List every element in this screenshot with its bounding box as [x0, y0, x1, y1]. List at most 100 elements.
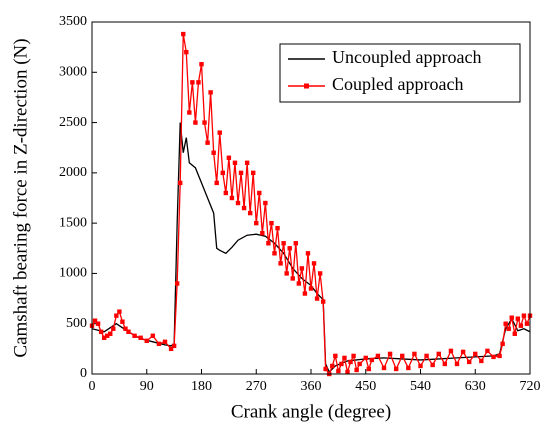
y-tick-label: 3000 [59, 65, 87, 80]
marker [430, 362, 435, 368]
marker [308, 286, 314, 291]
marker [296, 281, 302, 286]
marker [436, 351, 441, 357]
marker [354, 367, 359, 373]
marker [254, 220, 259, 226]
marker [320, 299, 326, 304]
marker [263, 200, 268, 206]
marker [184, 49, 189, 55]
marker [199, 62, 204, 67]
marker [105, 333, 110, 338]
marker [521, 313, 527, 318]
marker [485, 348, 490, 354]
x-tick-label: 720 [520, 379, 541, 394]
x-tick-label: 450 [355, 379, 376, 394]
marker [473, 351, 478, 357]
marker [412, 351, 417, 357]
marker [345, 369, 350, 375]
marker [311, 261, 317, 266]
marker [92, 318, 98, 323]
marker [460, 349, 466, 355]
marker [174, 281, 180, 286]
marker [98, 329, 104, 334]
marker [479, 358, 484, 364]
x-tick-label: 270 [246, 379, 267, 394]
marker [515, 316, 521, 321]
marker [226, 155, 232, 160]
marker [357, 361, 362, 367]
marker [281, 241, 286, 246]
marker [269, 220, 274, 226]
marker [162, 339, 168, 345]
marker [375, 353, 381, 359]
x-tick-label: 360 [301, 379, 322, 394]
marker [466, 359, 472, 365]
marker [123, 326, 128, 331]
marker [95, 321, 101, 326]
marker [214, 180, 219, 186]
marker [393, 366, 399, 372]
marker [351, 353, 356, 359]
marker [232, 160, 238, 165]
marker [509, 315, 514, 320]
marker [299, 266, 305, 271]
marker [150, 333, 156, 338]
marker [284, 271, 289, 276]
marker [302, 291, 308, 296]
x-tick-label: 540 [410, 379, 431, 394]
marker [260, 231, 265, 236]
marker [500, 341, 505, 347]
marker [524, 321, 530, 326]
legend-label: Coupled approach [332, 74, 463, 94]
y-tick-label: 1500 [59, 215, 87, 230]
marker [114, 313, 119, 318]
marker [101, 335, 107, 340]
marker [126, 329, 131, 334]
marker [290, 276, 295, 281]
marker [381, 365, 387, 371]
plot-frame [91, 21, 531, 375]
marker [117, 309, 122, 314]
marker [181, 31, 186, 37]
marker [342, 355, 347, 361]
marker [424, 353, 429, 359]
marker [241, 205, 247, 211]
marker [336, 368, 341, 374]
marker [366, 366, 371, 372]
line [92, 122, 530, 374]
marker [138, 335, 143, 340]
y-tick-label: 2500 [59, 115, 87, 130]
marker [251, 170, 256, 176]
marker [244, 160, 250, 165]
marker [111, 326, 116, 331]
y-tick-label: 2000 [59, 165, 87, 180]
marker [506, 326, 511, 331]
marker [223, 190, 229, 196]
legend-label: Uncoupled approach [332, 47, 481, 67]
marker [387, 351, 393, 357]
marker [348, 359, 353, 365]
marker [205, 140, 210, 145]
x-tick-label: 180 [191, 379, 212, 394]
marker [208, 90, 213, 95]
marker [229, 195, 235, 201]
x-tick-label: 630 [465, 379, 486, 394]
marker [272, 251, 277, 256]
marker [156, 341, 162, 347]
marker [190, 80, 195, 85]
x-tick-label: 0 [89, 379, 96, 394]
marker [491, 354, 496, 360]
marker [400, 353, 405, 359]
marker [211, 150, 216, 155]
marker [257, 190, 262, 196]
marker [363, 355, 368, 361]
marker [247, 210, 253, 216]
x-tick-label: 90 [140, 379, 154, 394]
marker [369, 357, 375, 363]
marker [202, 120, 207, 125]
y-tick-label: 3500 [59, 14, 87, 29]
marker [108, 331, 113, 336]
marker [323, 366, 328, 372]
marker [512, 331, 517, 336]
